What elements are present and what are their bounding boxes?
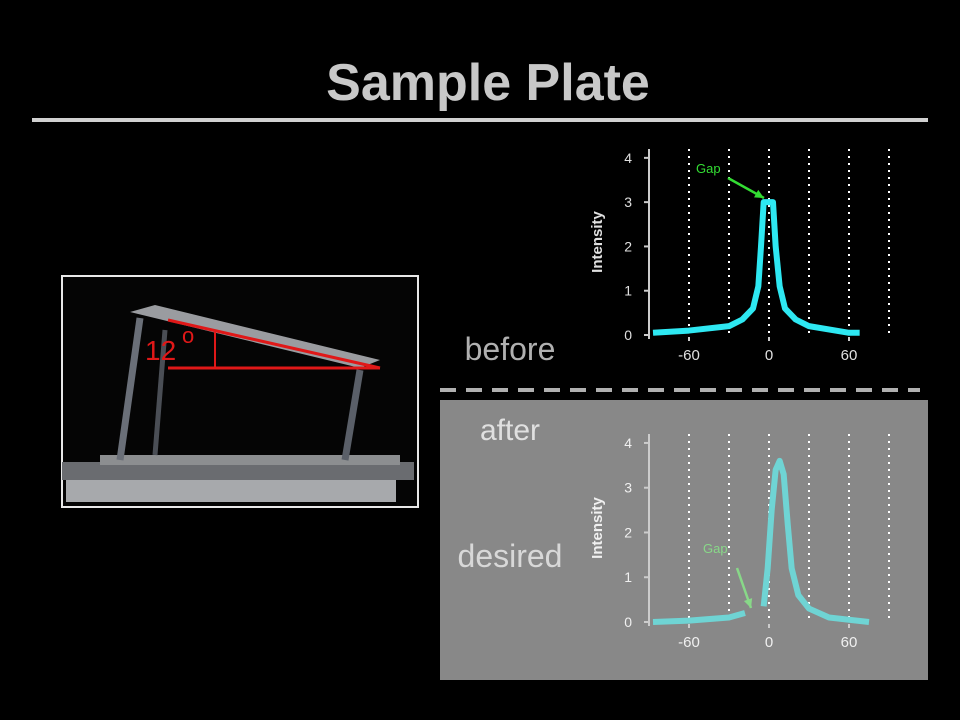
arrow-head (743, 598, 753, 608)
y-axis-label: Intensity (589, 497, 606, 559)
y-tick-label: 2 (624, 524, 632, 540)
x-tick-label: 0 (765, 347, 773, 364)
degree-mark: o (182, 323, 194, 348)
y-tick-label: 3 (624, 194, 632, 210)
photo: 12 o (61, 275, 419, 508)
annotation: Gap (696, 161, 721, 176)
data-line (652, 199, 860, 336)
y-tick-label: 3 (624, 480, 632, 496)
angle-label: 12 (145, 335, 176, 366)
y-tick-label: 2 (624, 238, 632, 254)
x-tick-label: 0 (765, 634, 773, 651)
y-tick-label: 1 (624, 283, 632, 299)
x-tick-label: 60 (841, 634, 858, 651)
x-tick-label: -60 (678, 634, 700, 651)
after-panel (440, 400, 928, 680)
after-label: after (480, 414, 540, 447)
y-tick-label: 4 (624, 435, 632, 451)
data-line (652, 457, 870, 625)
x-tick-label: 60 (841, 347, 858, 364)
annotation: Gap (703, 541, 728, 556)
slide-title: Sample Plate (326, 54, 650, 112)
x-tick-label: -60 (678, 347, 700, 364)
y-axis-label: Intensity (589, 211, 606, 273)
y-tick-label: 0 (624, 327, 632, 343)
y-tick-label: 4 (624, 150, 632, 166)
before-label: before (465, 331, 556, 367)
y-tick-label: 0 (624, 614, 632, 630)
y-tick-label: 1 (624, 569, 632, 585)
desired-label: desired (458, 538, 563, 574)
arrow-head (754, 189, 764, 198)
